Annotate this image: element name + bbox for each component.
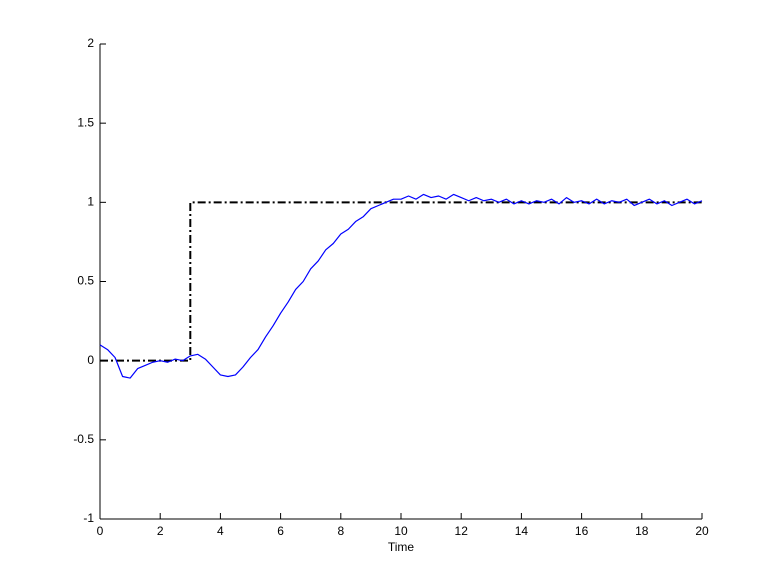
y-tick-label: 0.5 xyxy=(77,274,94,288)
x-tick-label: 8 xyxy=(337,524,344,538)
y-tick-label: 0 xyxy=(87,353,94,367)
y-tick-label: -0.5 xyxy=(73,432,94,446)
x-tick-label: 14 xyxy=(515,524,529,538)
y-tick-label: 1.5 xyxy=(77,115,94,129)
x-tick-label: 6 xyxy=(277,524,284,538)
y-tick-label: 2 xyxy=(87,36,94,50)
x-tick-label: 16 xyxy=(575,524,589,538)
x-axis-label: Time xyxy=(388,540,415,554)
x-tick-label: 0 xyxy=(97,524,104,538)
x-tick-label: 10 xyxy=(394,524,408,538)
x-tick-label: 18 xyxy=(635,524,649,538)
y-tick-label: -1 xyxy=(83,511,94,525)
x-tick-label: 12 xyxy=(455,524,469,538)
x-tick-label: 4 xyxy=(217,524,224,538)
x-tick-label: 20 xyxy=(695,524,709,538)
series-line xyxy=(99,193,703,379)
y-tick-label: 1 xyxy=(87,195,94,209)
x-tick-label: 2 xyxy=(157,524,164,538)
